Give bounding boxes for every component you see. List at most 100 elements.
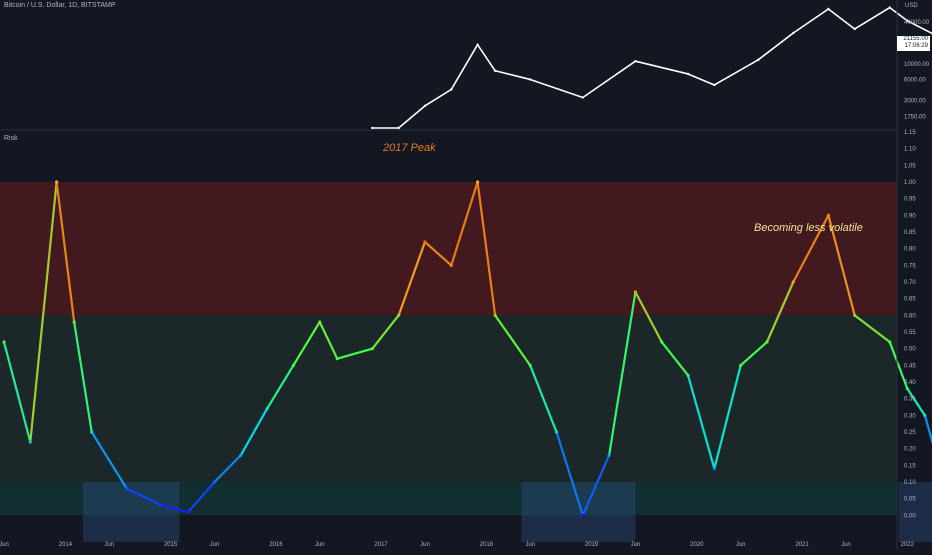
x-axis-tick: 2019 — [585, 542, 599, 548]
risk-y-tick: 0.10 — [904, 480, 916, 486]
risk-point — [888, 340, 892, 344]
risk-y-tick: 0.25 — [904, 430, 916, 436]
risk-y-tick: 0.65 — [904, 297, 916, 303]
risk-y-tick: 0.40 — [904, 380, 916, 386]
risk-line-segment — [29, 180, 58, 444]
last-price-badge: 21155.00 17:06:29 — [897, 36, 930, 51]
risk-line-segment — [187, 480, 216, 514]
last-price-value: 21155.00 — [903, 36, 928, 42]
risk-line-segment — [888, 340, 909, 390]
risk-y-tick: 0.90 — [904, 213, 916, 219]
risk-line-segment — [397, 240, 427, 317]
x-axis-tick: Jun — [210, 542, 220, 548]
price-point — [450, 88, 453, 91]
risk-line-segment — [634, 290, 663, 344]
risk-y-tick: 1.15 — [904, 130, 916, 136]
risk-line-segment — [160, 504, 190, 514]
risk-line-segment — [73, 320, 93, 434]
risk-line-segment — [476, 180, 497, 317]
risk-y-tick: 0.95 — [904, 197, 916, 203]
price-point — [888, 6, 891, 9]
price-line-segment — [582, 60, 637, 99]
x-axis-tick: Jun — [736, 542, 746, 548]
price-point — [397, 126, 400, 130]
risk-line-segment — [494, 314, 532, 367]
risk-band — [0, 182, 897, 316]
risk-point — [212, 480, 217, 484]
risk-y-tick: 0.50 — [904, 347, 916, 353]
risk-point — [686, 373, 690, 377]
symbol-title[interactable]: Bitcoin / U.S. Dollar, 1D, BITSTAMP — [4, 2, 116, 9]
risk-line-segment — [125, 487, 163, 507]
price-point — [792, 31, 795, 35]
price-line-segment — [397, 105, 426, 129]
price-y-tick: 10000.00 — [904, 62, 930, 68]
risk-line-segment — [765, 280, 795, 344]
risk-line-segment — [239, 407, 269, 457]
risk-band — [0, 315, 897, 482]
price-point — [529, 78, 532, 81]
price-line-segment — [634, 60, 689, 75]
price-line-segment — [687, 73, 716, 86]
x-axis-tick: 2014 — [59, 542, 73, 548]
price-line-segment — [450, 43, 479, 91]
risk-line-segment — [608, 290, 637, 457]
risk-point — [239, 453, 243, 457]
risk-y-tick: 0.15 — [904, 463, 916, 469]
risk-point — [55, 180, 59, 184]
risk-point — [923, 413, 927, 417]
annotation-volatility: Becoming less volatile — [754, 222, 863, 234]
risk-point — [318, 320, 322, 324]
currency-label: USD — [905, 3, 918, 9]
risk-line-segment — [923, 414, 932, 445]
x-axis-tick: 2016 — [269, 542, 283, 548]
x-axis-tick: 2021 — [795, 542, 809, 548]
risk-line-segment — [853, 314, 891, 344]
price-point — [423, 104, 427, 108]
price-line-segment — [529, 78, 584, 99]
risk-point — [186, 510, 190, 514]
risk-line-segment — [55, 180, 76, 324]
risk-point — [826, 213, 830, 217]
risk-line-segment — [660, 340, 690, 377]
price-y-tick: 3000.00 — [904, 98, 926, 104]
risk-point — [554, 430, 559, 434]
x-axis-tick: Jun — [420, 542, 430, 548]
risk-line-segment — [450, 180, 479, 267]
risk-y-tick: 1.00 — [904, 180, 916, 186]
risk-point — [528, 363, 532, 367]
risk-y-tick: 0.80 — [904, 247, 916, 253]
risk-point — [291, 363, 296, 367]
price-line-segment — [757, 32, 795, 61]
annotation-2017-peak: 2017 Peak — [383, 142, 436, 154]
price-point — [827, 7, 830, 11]
risk-line-segment — [906, 387, 926, 417]
price-point — [634, 59, 637, 63]
risk-line-segment — [581, 454, 611, 517]
risk-point — [607, 453, 611, 457]
risk-y-tick: 0.85 — [904, 230, 916, 236]
risk-y-tick: 0.75 — [904, 263, 916, 269]
risk-point — [660, 340, 664, 344]
x-axis-tick: Jun — [525, 542, 535, 548]
x-axis-tick: Jun — [631, 542, 641, 548]
x-axis-tick: 2015 — [164, 542, 178, 548]
risk-point — [739, 363, 743, 367]
risk-y-tick: 0.55 — [904, 330, 916, 336]
risk-point — [125, 487, 129, 491]
risk-point — [370, 347, 374, 351]
price-point — [476, 43, 479, 46]
risk-point — [2, 340, 6, 344]
risk-point — [493, 313, 497, 317]
risk-line-segment — [827, 214, 856, 317]
risk-point — [160, 503, 164, 507]
risk-line-segment — [739, 340, 769, 367]
risk-line-segment — [371, 314, 400, 350]
risk-line-segment — [792, 214, 830, 284]
risk-point — [72, 320, 76, 324]
x-axis-tick: Jun — [104, 542, 114, 548]
risk-line-segment — [266, 364, 295, 410]
price-line-segment — [792, 8, 830, 34]
risk-line-segment — [555, 430, 584, 517]
